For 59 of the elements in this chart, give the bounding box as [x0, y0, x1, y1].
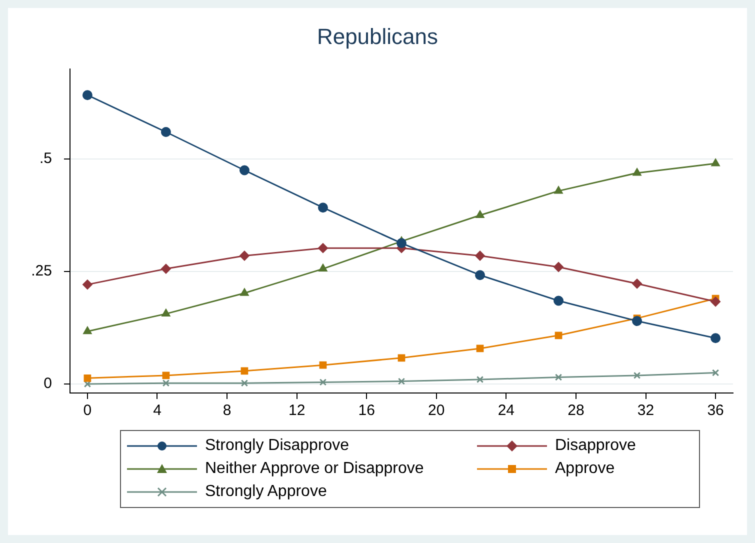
point	[476, 210, 484, 218]
point	[240, 367, 248, 375]
point	[162, 380, 170, 387]
point	[633, 372, 641, 380]
point	[319, 378, 327, 386]
point	[398, 378, 406, 385]
point	[239, 165, 250, 176]
x-tick-label: 12	[288, 402, 306, 420]
point	[318, 202, 328, 213]
point	[398, 354, 406, 362]
point	[240, 380, 248, 387]
point	[396, 238, 406, 248]
chart-title: Republicans	[316, 24, 440, 50]
point	[554, 296, 564, 306]
point	[82, 90, 92, 100]
point	[83, 326, 92, 334]
x-tick-label: 4	[153, 402, 162, 420]
legend-label: Strongly Disapprove	[205, 437, 350, 455]
point	[554, 186, 563, 194]
point	[319, 361, 327, 369]
point	[632, 316, 642, 326]
x-tick-label: 16	[358, 402, 375, 420]
x-tick-label: 0	[83, 402, 92, 420]
legend-label: Approve	[555, 460, 615, 478]
point	[476, 344, 484, 352]
point	[475, 250, 486, 261]
point	[318, 264, 328, 272]
point	[632, 278, 642, 289]
point	[710, 296, 721, 307]
point	[710, 333, 721, 344]
legend-label: Neither Approve or Disapprove	[205, 460, 424, 478]
x-tick-label: 36	[707, 402, 724, 420]
point	[318, 243, 328, 254]
x-tick-label: 8	[222, 402, 232, 420]
point	[475, 270, 486, 280]
point	[554, 332, 562, 340]
point	[160, 127, 171, 137]
x-tick-label: 20	[428, 402, 445, 420]
point	[160, 264, 171, 274]
point	[84, 374, 92, 382]
point	[554, 262, 564, 272]
point	[711, 158, 720, 166]
point	[632, 168, 642, 176]
point	[712, 369, 720, 376]
y-tick-label: .25	[31, 262, 52, 280]
y-tick-label: .5	[39, 150, 52, 168]
point	[239, 250, 250, 261]
y-tick-label: 0	[44, 375, 52, 392]
legend-label: Disapprove	[555, 437, 636, 455]
x-tick-label: 28	[568, 402, 584, 420]
point	[476, 376, 484, 384]
x-tick-label: 32	[637, 402, 654, 420]
x-tick-label: 24	[498, 402, 515, 420]
point	[82, 280, 92, 290]
legend-label: Strongly Approve	[205, 483, 327, 501]
point	[240, 288, 249, 296]
point	[162, 308, 170, 317]
point	[162, 372, 170, 380]
point	[554, 374, 562, 381]
